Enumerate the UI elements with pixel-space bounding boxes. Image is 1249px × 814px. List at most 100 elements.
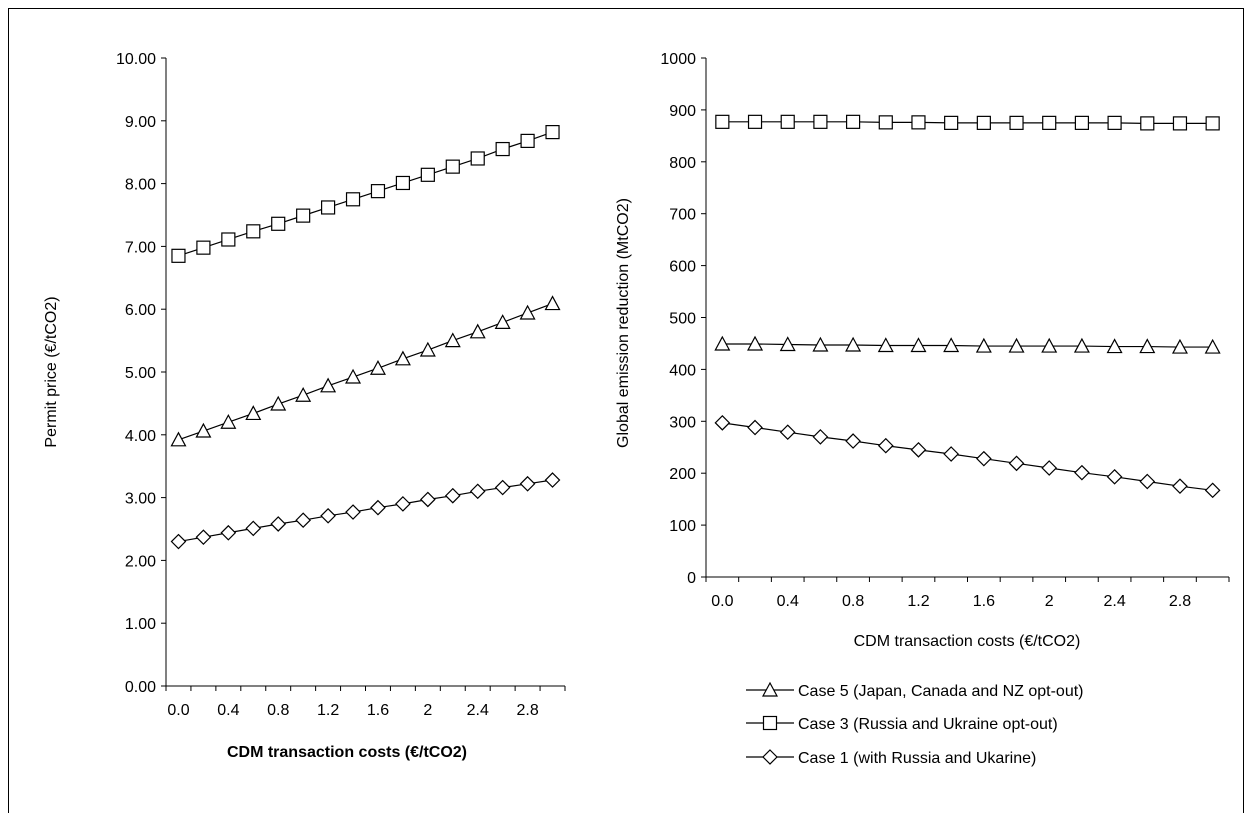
left-data-point — [345, 368, 362, 384]
left-data-point — [171, 248, 186, 263]
right-data-point — [1074, 464, 1090, 481]
right-data-point — [1073, 337, 1090, 353]
left-data-point — [320, 507, 336, 524]
left-data-point — [495, 141, 510, 157]
right-data-point — [714, 415, 731, 431]
left-data-point — [270, 516, 287, 532]
left-data-point — [271, 216, 286, 231]
left-y-tick-label: 3.00 — [125, 491, 156, 508]
left-y-tick-label: 0.00 — [125, 679, 156, 696]
right-data-point — [976, 115, 991, 130]
legend-label: Case 5 (Japan, Canada and NZ opt-out) — [798, 683, 1084, 700]
right-series-line — [722, 121, 1213, 124]
right-series-diamond — [714, 415, 1221, 499]
right-data-point — [813, 114, 828, 129]
right-data-point — [943, 446, 960, 462]
figure-frame — [8, 8, 1244, 813]
right-data-point — [975, 337, 992, 353]
left-series-line — [178, 131, 553, 257]
left-data-point — [195, 422, 212, 438]
left-data-point — [270, 395, 287, 411]
right-data-point — [1139, 338, 1156, 354]
right-data-point — [1107, 115, 1122, 130]
right-data-point — [1008, 455, 1025, 472]
right-data-point — [1205, 116, 1220, 131]
left-data-point — [519, 475, 536, 492]
left-data-point — [545, 125, 560, 140]
left-y-tick-label: 9.00 — [125, 114, 156, 131]
right-data-point — [877, 337, 894, 353]
right-data-point — [845, 114, 861, 129]
left-y-axis-label: Permit price (€/tCO2) — [43, 296, 60, 447]
right-data-point — [910, 441, 927, 458]
left-data-point — [196, 240, 211, 255]
left-data-point — [220, 524, 237, 541]
left-x-tick-label: 0.4 — [217, 702, 239, 719]
legend-entry-square: Case 3 (Russia and Ukraine opt-out) — [746, 715, 1058, 733]
right-data-point — [911, 115, 926, 130]
right-y-tick-label: 600 — [669, 259, 696, 276]
right-data-point — [1008, 337, 1025, 353]
left-x-tick-label: 2.8 — [516, 702, 538, 719]
right-data-point — [944, 115, 959, 130]
right-data-point — [910, 337, 927, 353]
right-series-line — [722, 343, 1213, 348]
left-x-tick-label: 0.8 — [267, 702, 289, 719]
left-data-point — [470, 151, 485, 166]
left-data-point — [469, 483, 486, 500]
left-data-point — [520, 133, 535, 148]
left-data-point — [469, 323, 486, 339]
right-data-point — [1074, 115, 1090, 130]
emission-reduction-chart: Global emission reduction (MtCO2) CDM tr… — [615, 51, 1230, 650]
right-data-point — [1042, 115, 1057, 130]
right-data-point — [1041, 460, 1058, 476]
right-y-axis-label: Global emission reduction (MtCO2) — [615, 198, 632, 448]
left-data-point — [444, 332, 461, 348]
left-data-point — [295, 512, 312, 529]
left-data-point — [395, 175, 411, 191]
right-y-tick-label: 300 — [669, 414, 696, 431]
right-y-tick-label: 700 — [669, 207, 696, 224]
right-data-point — [877, 437, 894, 454]
right-data-point — [714, 335, 731, 351]
left-data-point — [295, 386, 312, 402]
left-x-tick-label: 1.6 — [367, 702, 389, 719]
legend-marker-diamond — [762, 749, 778, 765]
left-data-point — [420, 167, 435, 182]
left-data-point — [296, 208, 311, 223]
left-data-point — [246, 224, 261, 239]
left-data-point — [394, 350, 411, 366]
right-data-point — [1140, 116, 1155, 131]
right-data-point — [1172, 116, 1188, 131]
right-data-point — [812, 429, 829, 445]
right-data-point — [1204, 482, 1221, 499]
right-x-axis-label: CDM transaction costs (€/tCO2) — [854, 633, 1081, 650]
left-data-point — [345, 504, 361, 520]
left-data-point — [519, 304, 536, 320]
left-series-line — [178, 302, 553, 441]
right-data-point — [1204, 338, 1221, 354]
right-data-point — [1139, 473, 1156, 490]
left-data-point — [419, 491, 436, 508]
left-y-tick-label: 4.00 — [125, 428, 156, 445]
left-x-axis-label: CDM transaction costs (€/tCO2) — [227, 744, 467, 761]
right-y-tick-label: 800 — [669, 155, 696, 172]
right-series-line — [722, 422, 1213, 491]
permit-price-chart: Permit price (€/tCO2) CDM transaction co… — [43, 51, 566, 761]
right-data-point — [1172, 478, 1188, 495]
legend-label: Case 1 (with Russia and Ukarine) — [798, 750, 1036, 767]
right-data-point — [845, 336, 862, 352]
legend-entry-triangle: Case 5 (Japan, Canada and NZ opt-out) — [746, 681, 1084, 700]
right-x-tick-label: 1.6 — [973, 593, 995, 610]
right-y-tick-label: 400 — [669, 362, 696, 379]
left-data-point — [220, 413, 237, 429]
right-y-tick-label: 900 — [669, 103, 696, 120]
right-x-tick-label: 0.4 — [777, 593, 799, 610]
right-data-point — [747, 114, 763, 129]
left-series-line — [178, 479, 553, 543]
right-x-tick-label: 2.8 — [1169, 593, 1191, 610]
left-y-tick-label: 1.00 — [125, 616, 156, 633]
right-x-tick-label: 0.8 — [842, 593, 864, 610]
left-series-triangle — [170, 295, 561, 447]
